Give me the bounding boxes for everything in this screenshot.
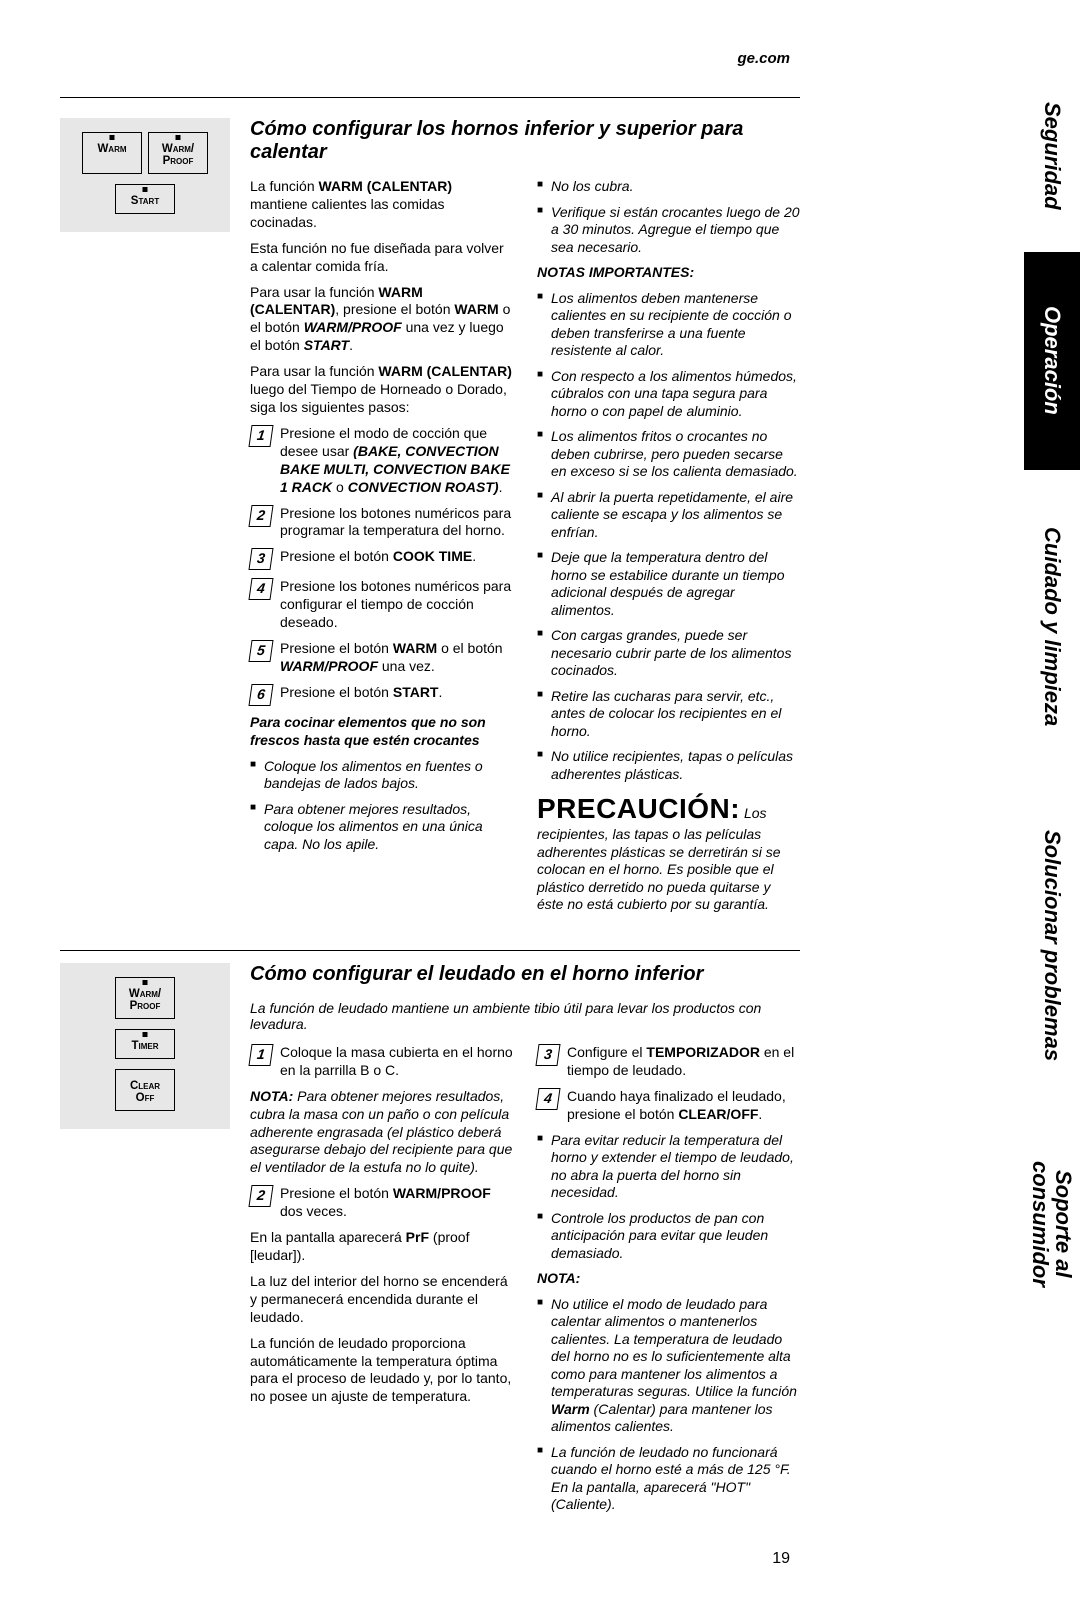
divider xyxy=(60,950,800,951)
caution: PRECAUCIÓN: Los recipientes, las tapas o… xyxy=(537,791,800,914)
btn-label: Warm/ xyxy=(162,143,194,155)
bullet: Controle los productos de pan con antici… xyxy=(537,1210,800,1263)
timer-button: Timer xyxy=(115,1029,175,1059)
step-3: 3Configure el TEMPORIZADOR en el tiempo … xyxy=(537,1044,800,1080)
col-right: 3Configure el TEMPORIZADOR en el tiempo … xyxy=(537,1044,800,1522)
two-column: La función WARM (CALENTAR) mantiene cali… xyxy=(250,178,800,922)
two-column: 1Coloque la masa cubierta en el horno en… xyxy=(250,1044,800,1522)
step-2: 2Presione los botones numéricos para pro… xyxy=(250,505,513,541)
bullet: Coloque los alimentos en fuentes o bande… xyxy=(250,758,513,793)
tab-cuidado: Cuidado y limpieza xyxy=(1024,470,1080,782)
bullet: No utilice recipientes, tapas o película… xyxy=(537,748,800,783)
note: NOTA: Para obtener mejores resultados, c… xyxy=(250,1088,513,1178)
bullet: La función de leudado no funcionará cuan… xyxy=(537,1444,800,1514)
bullet: Con cargas grandes, puede ser necesario … xyxy=(537,627,800,680)
btn-label: Proof xyxy=(163,155,194,167)
subheading: Para cocinar elementos que no son fresco… xyxy=(250,714,513,750)
caution-word: PRECAUCIÓN: xyxy=(537,793,740,824)
section-body: Cómo configurar el leudado en el horno i… xyxy=(250,963,800,1522)
clear-off-button: Clear Off xyxy=(115,1069,175,1111)
side-tabs: Seguridad Operación Cuidado y limpieza S… xyxy=(1024,60,1080,1340)
bullet: Verifique si están crocantes luego de 20… xyxy=(537,204,800,257)
divider xyxy=(60,97,800,98)
bullet: Al abrir la puerta repetidamente, el air… xyxy=(537,489,800,542)
bullet: Para obtener mejores resultados, coloque… xyxy=(250,801,513,854)
subheading: NOTA: xyxy=(537,1270,800,1288)
step-1: 1Presione el modo de cocción que desee u… xyxy=(250,425,513,497)
intro: La función de leudado mantiene un ambien… xyxy=(250,1000,800,1032)
step-3: 3Presione el botón COOK TIME. xyxy=(250,548,513,570)
paragraph: En la pantalla aparecerá PrF (proof [leu… xyxy=(250,1229,513,1265)
btn-label: Off xyxy=(136,1092,155,1104)
warm-button: Warm xyxy=(82,132,142,174)
warm-proof-button: Warm/ Proof xyxy=(148,132,208,174)
bullet: Deje que la temperatura dentro del horno… xyxy=(537,549,800,619)
paragraph: Esta función no fue diseñada para volver… xyxy=(250,240,513,276)
step-2: 2Presione el botón WARM/PROOF dos veces. xyxy=(250,1185,513,1221)
button-box: Warm/ Proof Timer Clear Off xyxy=(60,963,230,1129)
btn-label: Warm xyxy=(97,143,126,155)
button-panel-1: Warm Warm/ Proof Start xyxy=(60,118,230,922)
bullet: No los cubra. xyxy=(537,178,800,196)
paragraph: La luz del interior del horno se encende… xyxy=(250,1273,513,1327)
step-6: 6Presione el botón START. xyxy=(250,684,513,706)
btn-label: Warm/ xyxy=(129,988,161,1000)
warm-proof-button: Warm/ Proof xyxy=(115,977,175,1019)
bullet: Retire las cucharas para servir, etc., a… xyxy=(537,688,800,741)
btn-label: Start xyxy=(131,195,159,207)
start-button: Start xyxy=(115,184,175,214)
button-box: Warm Warm/ Proof Start xyxy=(60,118,230,232)
section-title: Cómo configurar los hornos inferior y su… xyxy=(250,118,800,164)
subheading: NOTAS IMPORTANTES: xyxy=(537,264,800,282)
button-panel-2: Warm/ Proof Timer Clear Off xyxy=(60,963,230,1522)
bullet: Los alimentos deben mantenerse calientes… xyxy=(537,290,800,360)
tab-soporte: Soporte alconsumidor xyxy=(1024,1108,1080,1340)
col-left: La función WARM (CALENTAR) mantiene cali… xyxy=(250,178,513,922)
col-left: 1Coloque la masa cubierta en el horno en… xyxy=(250,1044,513,1522)
step-5: 5Presione el botón WARM o el botón WARM/… xyxy=(250,640,513,676)
bullet: Con respecto a los alimentos húmedos, cú… xyxy=(537,368,800,421)
bullet: Los alimentos fritos o crocantes no debe… xyxy=(537,428,800,481)
col-right: No los cubra. Verifique si están crocant… xyxy=(537,178,800,922)
header-url: ge.com xyxy=(60,50,800,67)
tab-seguridad: Seguridad xyxy=(1024,60,1080,252)
tab-problemas: Solucionar problemas xyxy=(1024,782,1080,1108)
page-number: 19 xyxy=(60,1550,800,1568)
step-1: 1Coloque la masa cubierta en el horno en… xyxy=(250,1044,513,1080)
paragraph: Para usar la función WARM (CALENTAR), pr… xyxy=(250,284,513,356)
btn-label: Proof xyxy=(130,1000,161,1012)
section-proof: Warm/ Proof Timer Clear Off Cómo configu… xyxy=(60,963,800,1522)
bullet: Para evitar reducir la temperatura del h… xyxy=(537,1132,800,1202)
step-4: 4Cuando haya finalizado el leudado, pres… xyxy=(537,1088,800,1124)
btn-label: Clear xyxy=(130,1080,160,1092)
page-content: ge.com Warm Warm/ Proof xyxy=(0,0,860,1618)
button-row: Warm Warm/ Proof xyxy=(82,132,208,174)
tab-operacion: Operación xyxy=(1024,252,1080,470)
paragraph: La función de leudado proporciona automá… xyxy=(250,1335,513,1407)
section-warm: Warm Warm/ Proof Start Cómo configurar l… xyxy=(60,118,800,922)
step-4: 4Presione los botones numéricos para con… xyxy=(250,578,513,632)
section-title: Cómo configurar el leudado en el horno i… xyxy=(250,963,800,986)
paragraph: La función WARM (CALENTAR) mantiene cali… xyxy=(250,178,513,232)
btn-label: Timer xyxy=(131,1040,158,1052)
bullet: No utilice el modo de leudado para calen… xyxy=(537,1296,800,1436)
paragraph: Para usar la función WARM (CALENTAR) lue… xyxy=(250,363,513,417)
section-body: Cómo configurar los hornos inferior y su… xyxy=(250,118,800,922)
